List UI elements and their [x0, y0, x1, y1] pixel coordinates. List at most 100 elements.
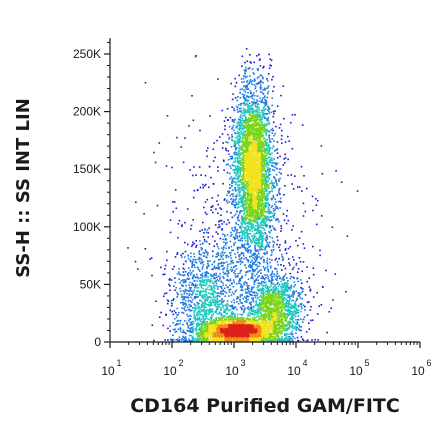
event-point — [263, 157, 266, 159]
event-point — [252, 108, 254, 110]
event-point — [297, 311, 300, 314]
event-point — [247, 278, 250, 280]
event-point — [265, 291, 267, 293]
event-point — [266, 119, 268, 122]
event-point — [260, 315, 262, 317]
event-point — [241, 134, 244, 136]
event-point — [270, 289, 272, 292]
event-point — [245, 48, 248, 50]
event-point — [282, 301, 284, 303]
event-point — [201, 247, 203, 250]
event-point — [237, 203, 240, 206]
event-point — [274, 284, 277, 286]
event-point — [204, 183, 207, 186]
event-point — [205, 288, 208, 290]
event-point — [179, 320, 182, 322]
event-point — [356, 190, 359, 192]
event-point — [274, 289, 277, 292]
event-point — [220, 214, 222, 216]
event-point — [266, 238, 269, 240]
event-point — [264, 217, 267, 219]
event-point — [172, 328, 175, 331]
event-point — [223, 277, 225, 280]
event-point — [193, 303, 196, 305]
event-point — [203, 320, 206, 323]
event-point — [265, 118, 268, 120]
event-point — [285, 302, 288, 304]
event-point — [269, 152, 271, 155]
event-point — [266, 184, 269, 186]
event-point — [226, 270, 228, 272]
event-point — [267, 184, 270, 186]
event-point — [244, 240, 247, 242]
event-point — [247, 209, 250, 211]
event-point — [293, 281, 296, 283]
event-point — [265, 175, 268, 178]
event-point — [239, 181, 241, 183]
event-point — [246, 196, 249, 198]
event-point — [275, 218, 277, 221]
event-point — [238, 161, 240, 164]
event-point — [170, 305, 173, 307]
event-point — [289, 306, 291, 309]
event-point — [261, 290, 263, 292]
event-point — [263, 168, 266, 170]
event-point — [256, 228, 258, 231]
event-point — [169, 309, 172, 312]
event-point — [204, 300, 206, 303]
event-point — [180, 302, 182, 304]
event-point — [268, 53, 270, 56]
event-point — [223, 169, 225, 171]
event-point — [252, 226, 255, 229]
event-point — [247, 308, 250, 311]
event-point — [231, 201, 233, 204]
event-point — [272, 286, 274, 289]
event-point — [236, 132, 239, 134]
event-point — [214, 301, 217, 304]
event-point — [305, 187, 308, 190]
event-point — [265, 101, 267, 103]
event-point — [280, 305, 283, 307]
event-point — [218, 223, 220, 226]
event-point — [178, 339, 181, 341]
event-point — [266, 257, 269, 260]
event-point — [180, 293, 183, 296]
event-point — [238, 160, 241, 162]
event-point — [244, 125, 246, 128]
event-point — [282, 323, 285, 325]
event-point — [221, 298, 223, 301]
event-point — [245, 117, 247, 119]
event-point — [312, 273, 315, 276]
event-point — [269, 274, 272, 276]
event-point — [229, 178, 231, 180]
event-point — [262, 277, 264, 280]
event-point — [301, 338, 304, 341]
event-point — [256, 267, 258, 270]
event-point — [192, 320, 194, 323]
event-point — [222, 315, 224, 317]
event-point — [272, 207, 275, 210]
event-point — [274, 150, 276, 152]
event-point — [192, 174, 194, 177]
event-point — [289, 338, 292, 340]
event-point — [252, 239, 255, 242]
event-point — [201, 229, 203, 231]
event-point — [217, 247, 220, 250]
event-point — [240, 131, 242, 134]
event-point — [194, 284, 197, 287]
event-point — [238, 202, 240, 204]
event-point — [248, 237, 251, 239]
event-point — [233, 215, 236, 217]
event-point — [255, 110, 258, 113]
event-point — [166, 302, 169, 305]
event-point — [190, 305, 192, 307]
event-point — [246, 202, 248, 204]
event-point — [261, 157, 263, 160]
event-point — [263, 147, 266, 149]
event-point — [239, 126, 241, 128]
event-point — [272, 196, 275, 199]
event-point — [246, 60, 249, 63]
event-point — [225, 147, 227, 150]
event-point — [261, 304, 263, 306]
event-point — [265, 202, 267, 204]
